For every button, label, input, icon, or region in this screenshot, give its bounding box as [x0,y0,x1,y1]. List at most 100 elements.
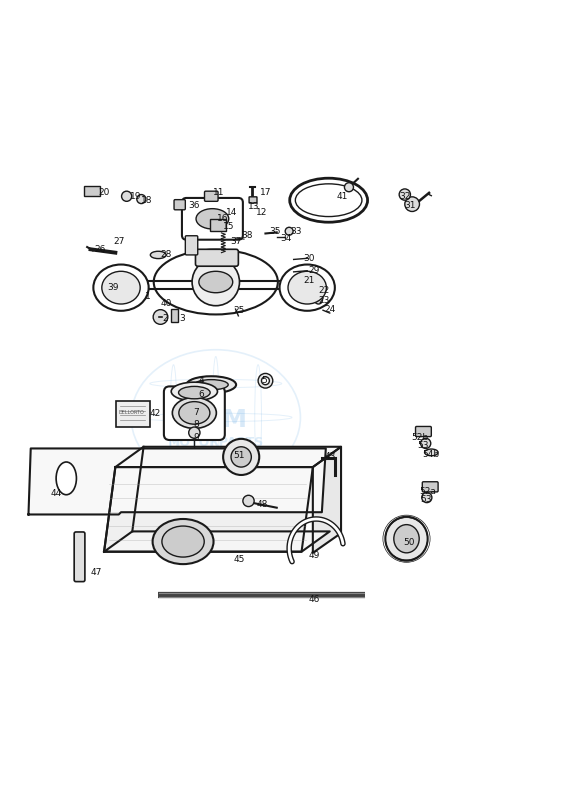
Text: 50: 50 [403,538,414,547]
Text: 42: 42 [149,409,160,418]
Circle shape [422,493,432,502]
Text: 24: 24 [324,304,336,314]
Circle shape [121,191,132,201]
FancyBboxPatch shape [174,199,185,210]
Text: 25: 25 [234,306,245,315]
Text: 13: 13 [248,203,260,211]
Text: 53: 53 [418,441,429,450]
Ellipse shape [425,449,438,456]
Text: 23: 23 [319,296,330,304]
Text: 7: 7 [193,409,199,417]
FancyBboxPatch shape [84,186,100,195]
Text: 11: 11 [213,188,225,197]
Circle shape [137,195,146,203]
Circle shape [258,373,273,388]
Ellipse shape [196,209,229,229]
Polygon shape [28,449,326,514]
Text: 48: 48 [256,501,268,509]
FancyBboxPatch shape [205,191,218,201]
Text: MOTORPARTS: MOTORPARTS [168,437,264,449]
Text: 52b: 52b [412,433,429,441]
Text: 53: 53 [420,495,431,504]
Ellipse shape [187,376,236,393]
Text: 26: 26 [95,245,106,254]
Ellipse shape [172,397,217,429]
Circle shape [314,286,323,295]
Text: 52a: 52a [419,487,436,497]
Circle shape [421,438,431,449]
Text: 31: 31 [405,201,416,211]
Text: 47: 47 [91,568,102,577]
FancyBboxPatch shape [422,481,438,492]
Ellipse shape [394,525,419,553]
Text: 34: 34 [281,234,292,243]
Text: 37: 37 [230,237,242,246]
Circle shape [344,183,353,191]
Text: DELLORTO: DELLORTO [119,410,144,416]
Ellipse shape [179,386,210,399]
Text: 29: 29 [309,266,320,276]
Circle shape [399,189,411,200]
Text: 22: 22 [319,286,330,295]
Text: 35: 35 [269,227,281,235]
Ellipse shape [199,272,232,292]
Circle shape [405,197,420,211]
Polygon shape [313,447,341,553]
Circle shape [189,427,200,438]
FancyBboxPatch shape [116,401,150,427]
Text: 3: 3 [179,314,185,323]
Text: 43: 43 [324,453,336,461]
FancyBboxPatch shape [210,219,226,231]
Circle shape [223,439,259,475]
Circle shape [261,376,269,384]
FancyBboxPatch shape [74,532,85,582]
Polygon shape [115,447,341,467]
Text: 15: 15 [222,222,234,231]
Text: 19: 19 [130,191,141,201]
Text: 38: 38 [241,231,252,239]
Circle shape [192,258,239,306]
Text: 41: 41 [337,191,349,201]
Ellipse shape [171,382,218,400]
Text: 2: 2 [162,314,168,323]
Circle shape [315,296,323,304]
Text: 28: 28 [160,251,172,260]
Text: 54b: 54b [423,449,440,459]
Text: 9: 9 [193,433,199,441]
Text: 5: 5 [261,376,266,385]
Ellipse shape [288,272,327,304]
Ellipse shape [94,264,149,311]
Ellipse shape [179,401,210,425]
Text: 46: 46 [309,594,320,604]
FancyBboxPatch shape [196,249,238,266]
Polygon shape [104,467,313,552]
Text: OEM: OEM [184,409,247,433]
Text: 44: 44 [51,489,62,498]
Text: 49: 49 [309,551,320,560]
Circle shape [231,447,251,467]
Text: 39: 39 [107,284,119,292]
FancyBboxPatch shape [249,197,257,203]
Text: 4: 4 [199,376,205,385]
FancyBboxPatch shape [182,198,243,239]
FancyBboxPatch shape [185,235,198,255]
Text: 40: 40 [160,299,172,308]
Text: 18: 18 [141,195,153,205]
Ellipse shape [386,517,428,561]
Text: 45: 45 [234,555,245,564]
Text: 17: 17 [260,188,271,197]
Text: 51: 51 [234,451,246,460]
Text: 27: 27 [113,237,124,246]
Text: 16: 16 [217,215,229,223]
Ellipse shape [154,250,278,315]
Circle shape [153,310,168,324]
Text: 1: 1 [145,292,151,300]
Text: 14: 14 [226,208,237,217]
Text: 20: 20 [99,188,110,197]
FancyBboxPatch shape [416,426,431,437]
Circle shape [285,227,293,235]
Polygon shape [104,531,330,552]
FancyBboxPatch shape [164,386,225,440]
Ellipse shape [102,272,140,304]
Ellipse shape [150,252,166,259]
